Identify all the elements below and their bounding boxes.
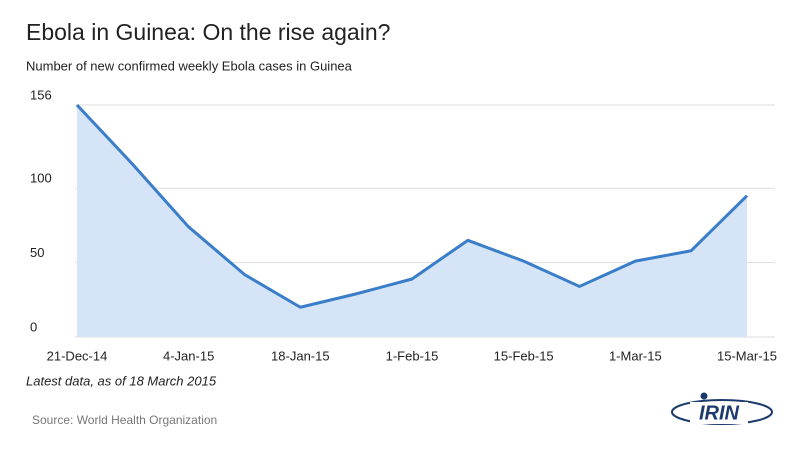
x-tick-label: 18-Jan-15 [271,348,330,363]
logo-text: IRIN [699,402,740,424]
y-tick-label: 156 [30,87,52,102]
logo-backdrop [690,402,748,424]
x-tick-label: 15-Feb-15 [494,348,554,363]
logo-dot [700,392,708,400]
y-tick-label: 100 [30,171,52,186]
area-fill [77,105,747,337]
logo: IRIN [671,392,773,425]
x-tick-label: 1-Mar-15 [609,348,662,363]
x-tick-label: 15-Mar-15 [717,348,777,363]
chart-subtitle: Number of new confirmed weekly Ebola cas… [26,58,353,73]
x-tick-label: 1-Feb-15 [386,348,439,363]
note: Latest data, as of 18 March 2015 [26,373,217,388]
chart-title: Ebola in Guinea: On the rise again? [26,19,390,45]
x-tick-label: 21-Dec-14 [47,348,108,363]
plot: 0 50 100 156 21-Dec-14 4-Jan-15 18-Jan-15 1-Feb… [30,87,777,363]
y-tick-label: 50 [30,245,44,260]
x-tick-label: 4-Jan-15 [163,348,214,363]
line [75,103,749,309]
y-tick-label: 0 [30,319,37,334]
source: Source: World Health Organization [32,413,217,427]
